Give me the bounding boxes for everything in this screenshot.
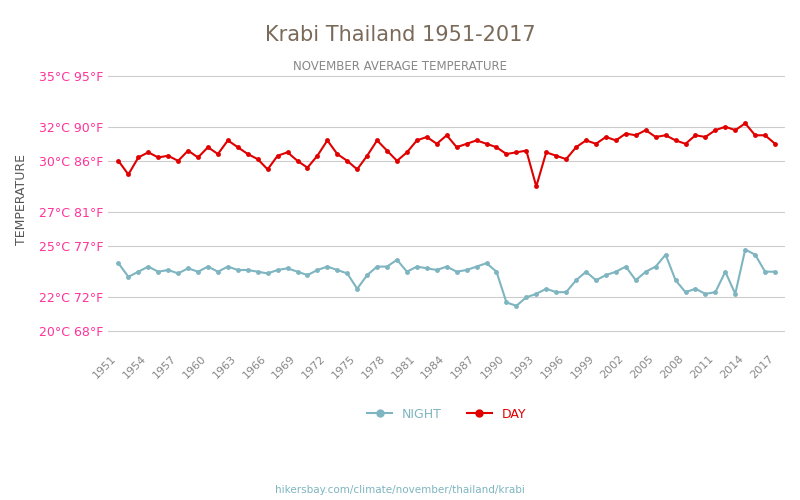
Y-axis label: TEMPERATURE: TEMPERATURE: [15, 154, 28, 244]
Text: hikersbay.com/climate/november/thailand/krabi: hikersbay.com/climate/november/thailand/…: [275, 485, 525, 495]
Text: Krabi Thailand 1951-2017: Krabi Thailand 1951-2017: [265, 25, 535, 45]
Legend: NIGHT, DAY: NIGHT, DAY: [362, 403, 531, 426]
Text: NOVEMBER AVERAGE TEMPERATURE: NOVEMBER AVERAGE TEMPERATURE: [293, 60, 507, 73]
